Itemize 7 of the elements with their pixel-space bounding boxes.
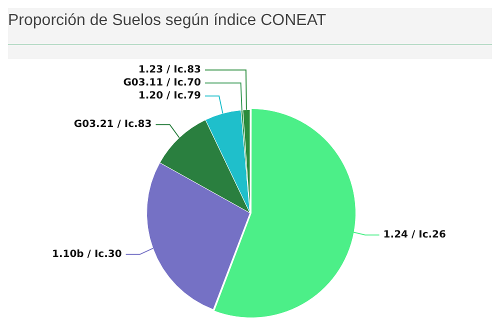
slice-label: 1.24 / Ic.26 — [383, 230, 446, 241]
chart-title: Proporción de Suelos según índice CONEAT — [8, 11, 328, 31]
slice-label: G03.21 / Ic.83 — [74, 119, 152, 130]
slice-label: 1.10b / Ic.30 — [52, 249, 122, 260]
slice-label: G03.11 / Ic.70 — [123, 78, 202, 89]
slice-label: 1.23 / Ic.83 — [138, 64, 202, 76]
slice-label: 1.20 / Ic.79 — [138, 90, 202, 102]
